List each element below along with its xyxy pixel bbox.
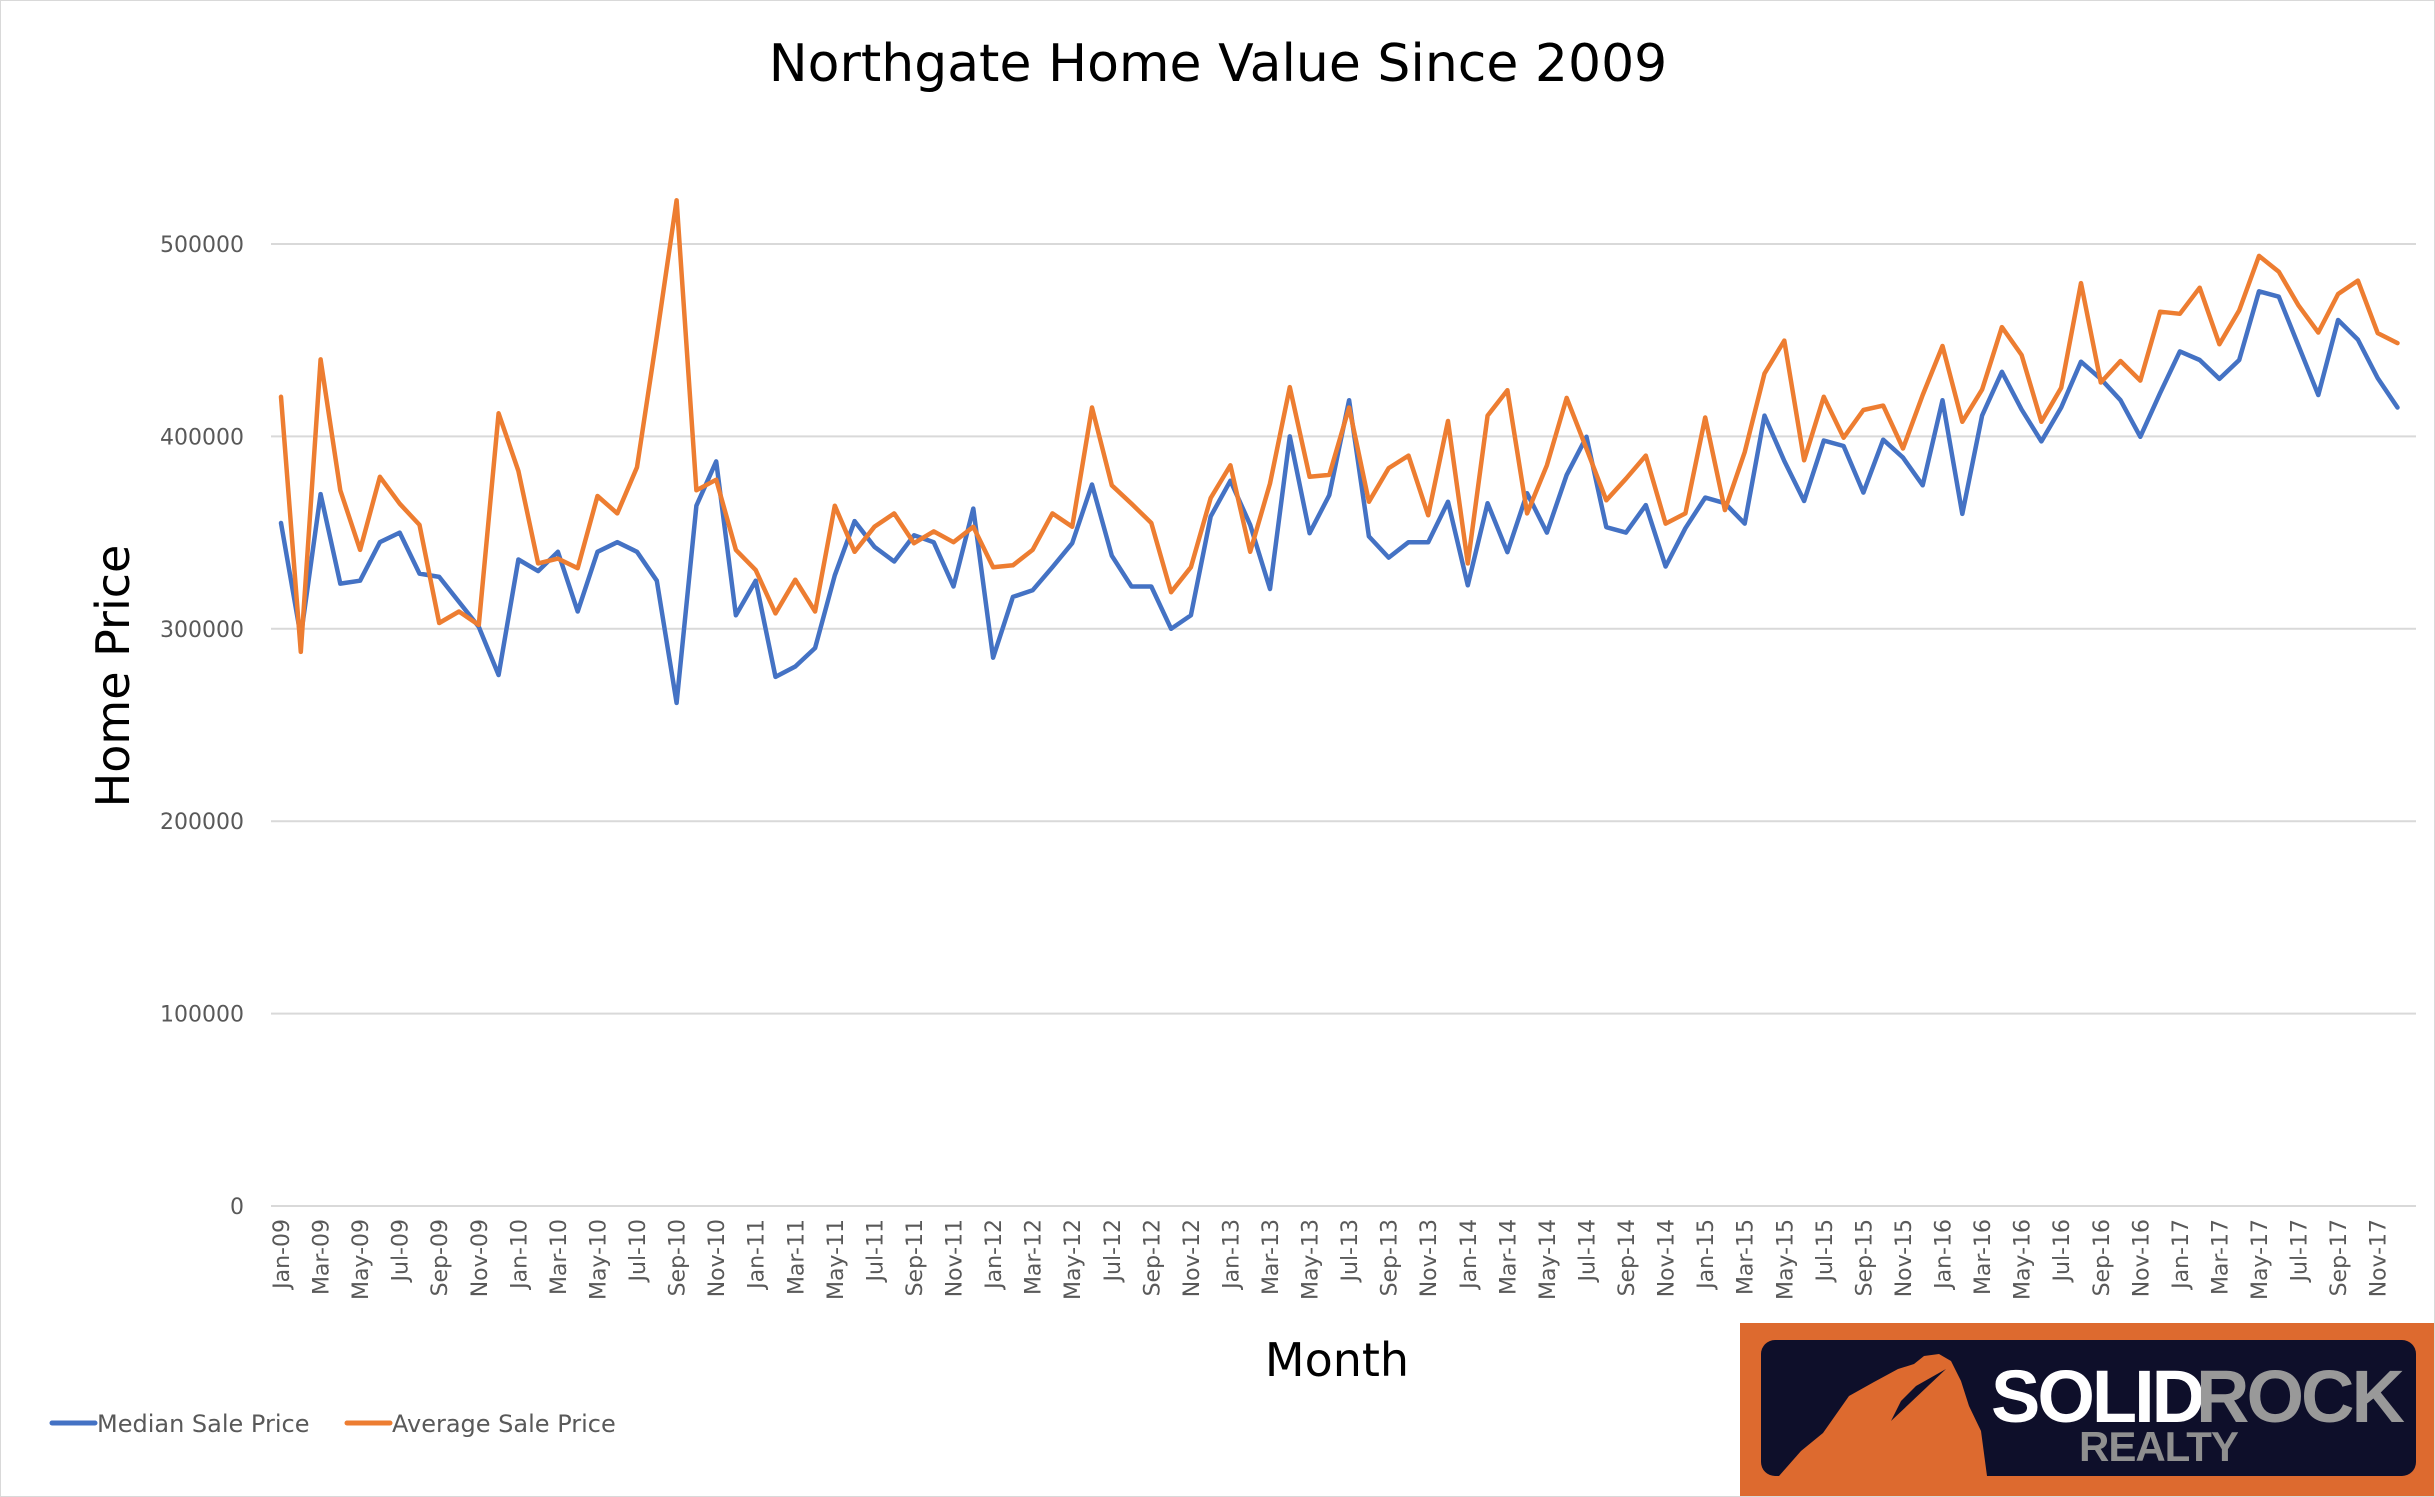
y-axis-ticks: 0 100000 200000 300000 400000 500000 (160, 233, 244, 1220)
x-tick-label: May-12 (1061, 1219, 1086, 1300)
x-tick-label: May-17 (2248, 1219, 2273, 1300)
x-tick-label: Mar-17 (2208, 1219, 2233, 1295)
solid-rock-realty-logo: SOLID ROCK REALTY (1740, 1323, 2434, 1496)
x-tick-label: Jan-13 (1219, 1219, 1244, 1291)
x-tick-label: Sep-13 (1378, 1219, 1403, 1296)
x-tick-label: Sep-14 (1615, 1219, 1640, 1296)
x-tick-label: Nov-16 (2129, 1219, 2154, 1297)
x-tick-label: Mar-12 (1022, 1219, 1047, 1295)
legend-label-average: Average Sale Price (392, 1410, 616, 1438)
x-tick-label: Nov-11 (943, 1219, 968, 1297)
x-tick-label: May-10 (586, 1219, 611, 1300)
y-tick-label: 200000 (160, 810, 244, 835)
rock-icon (1779, 1354, 1987, 1476)
y-tick-label: 0 (230, 1195, 244, 1220)
x-tick-label: Mar-15 (1734, 1219, 1759, 1295)
gridlines (271, 243, 2416, 1207)
logo-word-realty: REALTY (2079, 1423, 2239, 1470)
x-tick-label: May-11 (824, 1219, 849, 1300)
x-tick-label: Jan-10 (507, 1219, 532, 1291)
x-tick-label: Sep-10 (666, 1219, 691, 1296)
x-tick-label: Sep-12 (1140, 1219, 1165, 1296)
x-axis-title: Month (1265, 1333, 1409, 1387)
x-tick-label: Jul-12 (1101, 1219, 1126, 1283)
x-tick-label: Nov-12 (1180, 1219, 1205, 1297)
x-tick-label: Jan-14 (1457, 1219, 1482, 1291)
x-tick-label: Sep-09 (428, 1219, 453, 1296)
chart-title: Northgate Home Value Since 2009 (769, 34, 1668, 94)
x-tick-label: Jan-11 (745, 1219, 770, 1291)
logo-word-solid: SOLID (1991, 1355, 2203, 1438)
y-tick-label: 500000 (160, 233, 244, 258)
x-tick-label: Jul-09 (389, 1219, 414, 1283)
y-axis-title: Home Price (86, 545, 140, 808)
x-tick-label: May-16 (2011, 1219, 2036, 1300)
rock-crevice (1891, 1369, 1946, 1421)
legend: Median Sale Price Average Sale Price (49, 1410, 616, 1438)
x-tick-label: Mar-11 (784, 1219, 809, 1295)
x-tick-label: Sep-15 (1852, 1219, 1877, 1296)
x-tick-label: Nov-10 (705, 1219, 730, 1297)
x-tick-label: Nov-13 (1417, 1219, 1442, 1297)
x-tick-label: Jul-17 (2288, 1219, 2313, 1283)
x-tick-label: Nov-09 (468, 1219, 493, 1297)
x-tick-label: Jul-13 (1338, 1219, 1363, 1283)
x-tick-label: Jul-15 (1813, 1219, 1838, 1283)
logo-word-rock: ROCK (2196, 1355, 2404, 1438)
x-tick-label: Jan-12 (982, 1219, 1007, 1291)
x-tick-label: Mar-10 (547, 1219, 572, 1295)
y-tick-label: 300000 (160, 618, 244, 643)
x-tick-label: Jul-10 (626, 1219, 651, 1283)
x-tick-label: Sep-17 (2327, 1219, 2352, 1296)
x-axis-ticks: Jan-09 Mar-09 May-09 Jul-09 Sep-09 Nov-09 Jan-… (270, 1219, 2392, 1300)
x-tick-label: Jul-16 (2050, 1219, 2075, 1283)
x-tick-label: Jan-09 (270, 1219, 295, 1291)
y-tick-label: 100000 (160, 1003, 244, 1028)
x-tick-label: Nov-14 (1655, 1219, 1680, 1297)
x-tick-label: Sep-11 (903, 1219, 928, 1296)
x-tick-label: Mar-16 (1971, 1219, 1996, 1295)
x-tick-label: Nov-17 (2367, 1219, 2392, 1297)
x-tick-label: May-09 (349, 1219, 374, 1300)
x-tick-label: Sep-16 (2090, 1219, 2115, 1296)
series-line-average-sale-price (278, 198, 2400, 655)
x-tick-label: Mar-09 (310, 1219, 335, 1295)
x-tick-label: May-13 (1299, 1219, 1324, 1300)
x-tick-label: Nov-15 (1892, 1219, 1917, 1297)
x-tick-label: Jan-16 (1932, 1219, 1957, 1291)
x-tick-label: Mar-13 (1259, 1219, 1284, 1295)
x-tick-label: May-14 (1536, 1219, 1561, 1300)
x-tick-label: May-15 (1773, 1219, 1798, 1300)
x-tick-label: Jan-15 (1694, 1219, 1719, 1291)
x-tick-label: Mar-14 (1496, 1219, 1521, 1295)
y-tick-label: 400000 (160, 425, 244, 450)
x-tick-label: Jul-11 (863, 1219, 888, 1283)
x-tick-label: Jul-14 (1575, 1219, 1600, 1283)
x-tick-label: Jan-17 (2169, 1219, 2194, 1291)
legend-label-median: Median Sale Price (97, 1410, 309, 1438)
series-lines (278, 198, 2400, 706)
